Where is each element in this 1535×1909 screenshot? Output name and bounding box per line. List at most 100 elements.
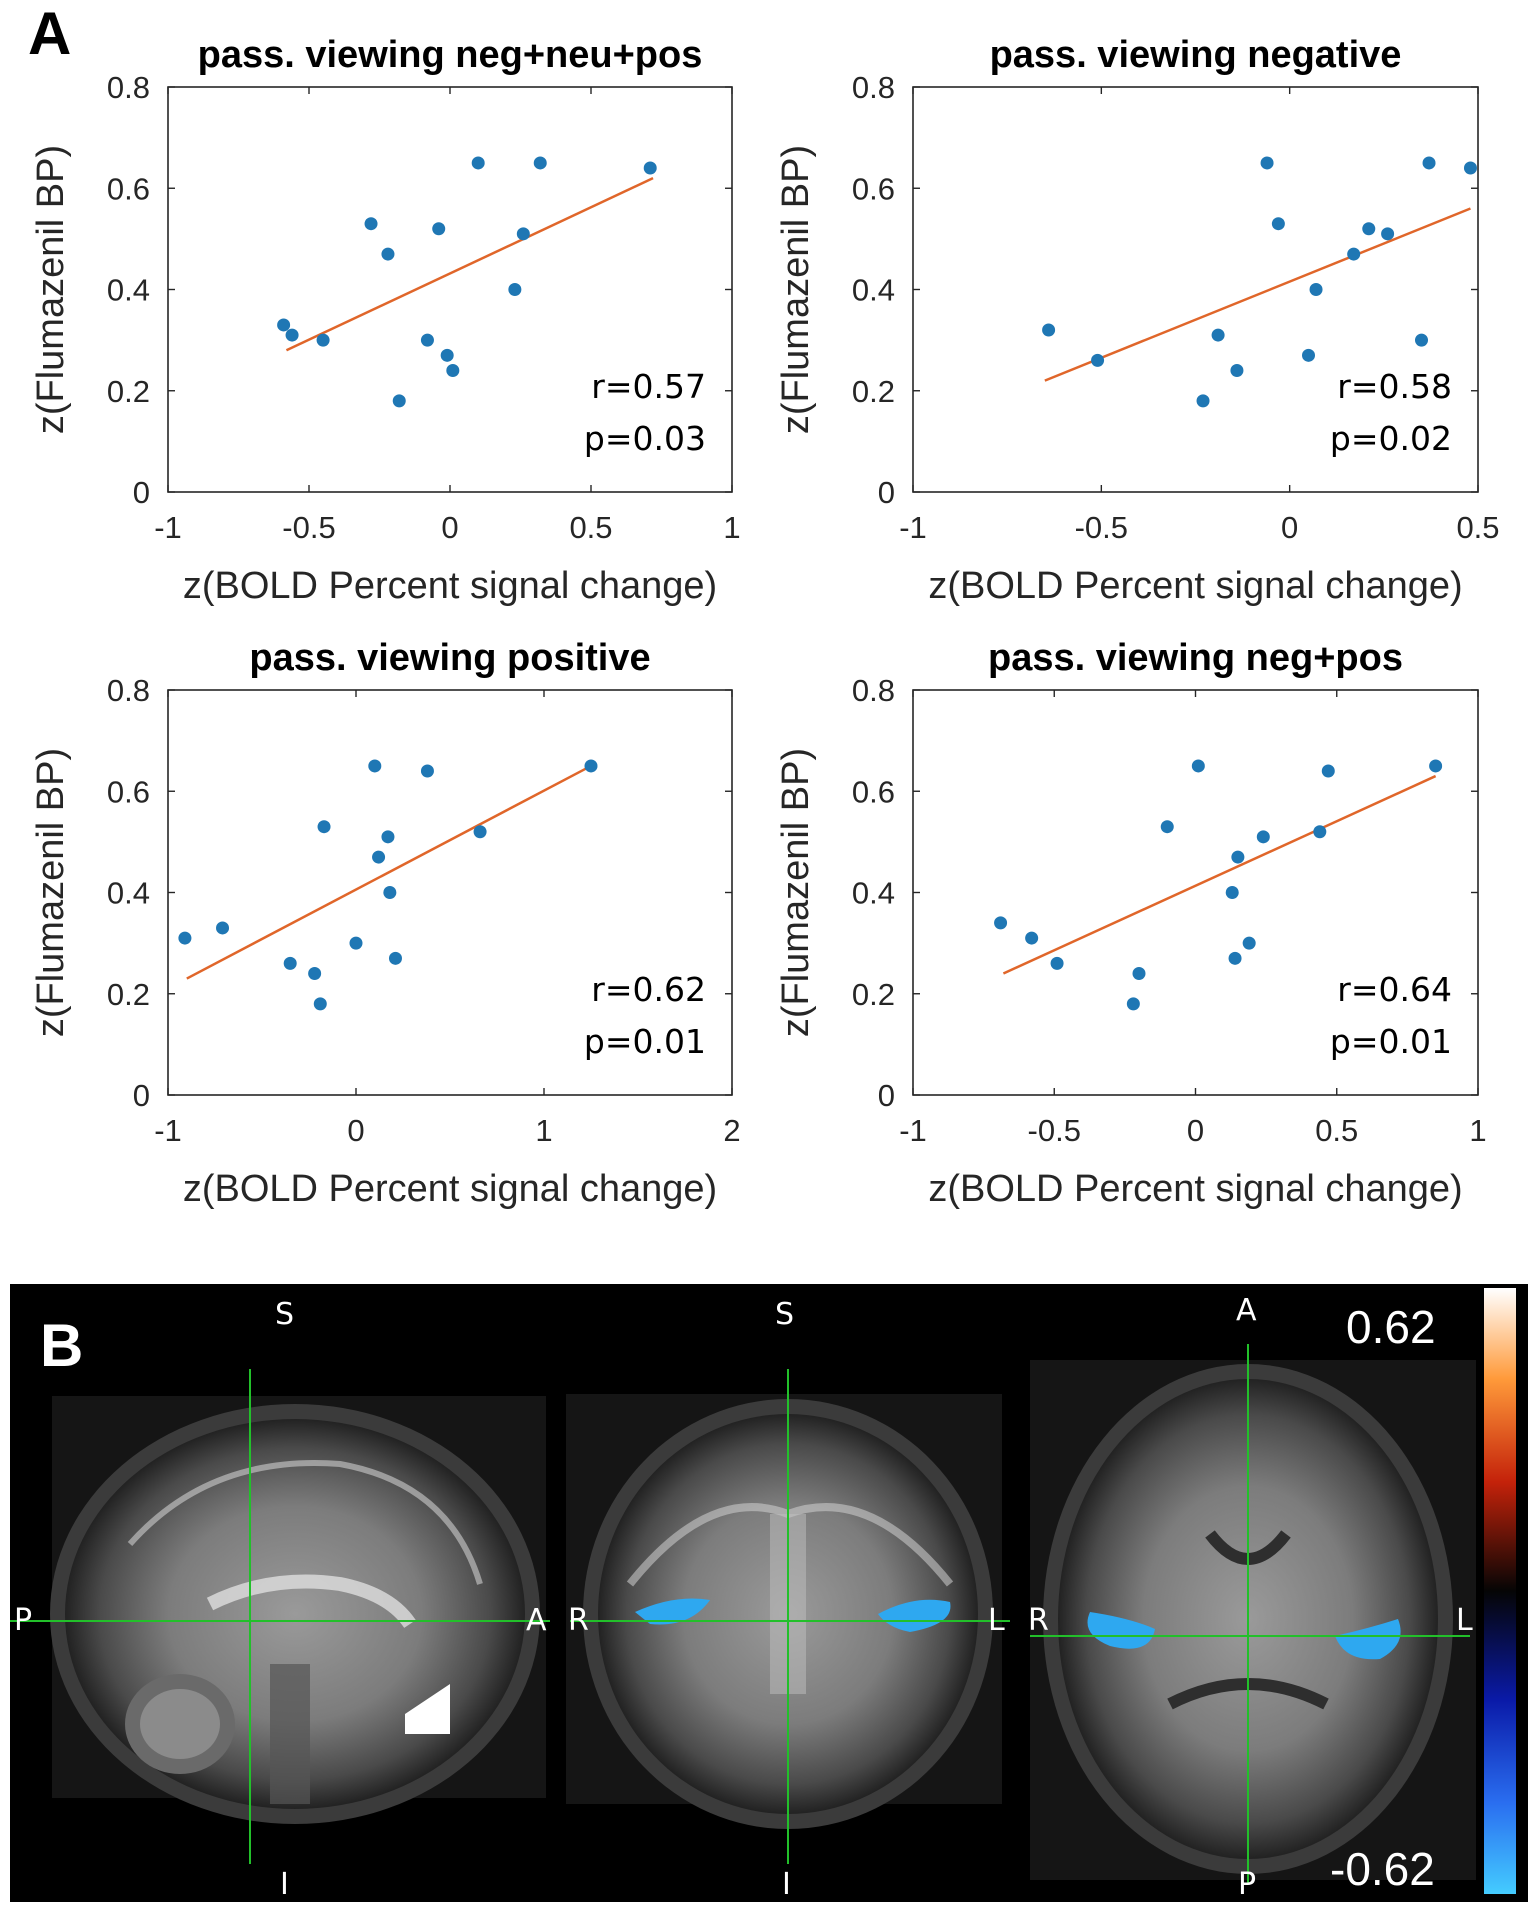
data-point [313, 997, 327, 1011]
data-point [1429, 759, 1443, 773]
x-tick-label: 1 [535, 1113, 552, 1148]
data-point [1313, 825, 1327, 839]
data-point [349, 936, 363, 950]
x-tick-label: 0.5 [1315, 1113, 1358, 1148]
plot-frame [167, 86, 733, 493]
plot-frame [912, 689, 1479, 1096]
data-point [1160, 820, 1174, 834]
x-tick-label: 2 [723, 1113, 740, 1148]
data-point [1381, 227, 1395, 241]
colorbar [1484, 1288, 1516, 1894]
y-tick-label: 0 [878, 475, 895, 510]
axial-highlight-left [1087, 1612, 1155, 1649]
y-tick-label: 0.6 [852, 171, 895, 206]
x-tick-label: -0.5 [1028, 1113, 1081, 1148]
data-point [178, 931, 192, 945]
y-tick-label: 0 [133, 475, 150, 510]
sagittal-top-label: S [275, 1297, 295, 1332]
regression-line [1044, 207, 1471, 382]
data-point [1260, 156, 1274, 170]
data-point [1362, 222, 1376, 236]
data-point [1321, 764, 1335, 778]
y-tick-label: 0.8 [107, 673, 150, 708]
y-tick-label: 0.4 [107, 876, 150, 911]
data-point [440, 348, 454, 362]
plot-frame [912, 86, 1479, 493]
y-tick-label: 0.6 [107, 774, 150, 809]
coronal-right-label: L [988, 1603, 1005, 1638]
data-point [1196, 394, 1210, 408]
coronal-view [566, 1369, 1010, 1864]
stat-p: p=0.01 [1330, 1022, 1452, 1061]
data-point [533, 156, 547, 170]
data-point [516, 227, 530, 241]
y-tick-label: 0.8 [107, 70, 150, 105]
data-point [381, 830, 395, 844]
y-tick-label: 0 [133, 1078, 150, 1113]
axial-highlight-right [1335, 1619, 1401, 1660]
axial-view [1030, 1344, 1476, 1884]
data-point [432, 222, 446, 236]
x-tick-label: 0 [1187, 1113, 1204, 1148]
x-tick-label: -1 [899, 510, 927, 545]
data-point [368, 759, 382, 773]
stat-p: p=0.02 [1330, 419, 1452, 458]
stat-p: p=0.03 [584, 419, 706, 458]
sagittal-bottom-label: I [280, 1867, 289, 1902]
axial-bottom-label: P [1238, 1867, 1257, 1902]
plot-frame [167, 689, 733, 1096]
y-tick-label: 0.8 [852, 673, 895, 708]
x-tick-label: 1 [1469, 1113, 1486, 1148]
data-point [508, 283, 522, 296]
y-tick-label: 0.6 [107, 171, 150, 206]
axial-left-label: R [1028, 1603, 1049, 1638]
x-tick-label: -1 [154, 510, 182, 545]
y-tick-label: 0.4 [852, 876, 895, 911]
data-point [1050, 956, 1064, 970]
panel-b-letter: B [40, 1312, 84, 1379]
data-point [1422, 156, 1436, 170]
regression-line [1002, 774, 1437, 975]
panel-a-charts: A -1 -0.5 0 0.5 1 0 0.2 0.4 0.6 0.8 pass. viewing … [28, 0, 1500, 1210]
chart-title: pass. viewing neg+pos [988, 637, 1403, 679]
sagittal-left-label: P [14, 1603, 33, 1638]
data-point [1091, 353, 1105, 367]
coronal-left-label: R [568, 1603, 589, 1638]
data-point [1242, 936, 1256, 950]
data-point [994, 916, 1008, 930]
y-axis-label: z(Flumazenil BP) [775, 748, 817, 1037]
data-point [1309, 283, 1323, 296]
data-point [381, 247, 395, 261]
data-point [216, 921, 230, 935]
x-tick-label: 1 [723, 510, 740, 545]
data-point [1230, 364, 1244, 377]
sagittal-view [10, 1369, 550, 1864]
data-point [317, 820, 331, 834]
y-tick-label: 0.6 [852, 774, 895, 809]
x-axis-label: z(BOLD Percent signal change) [183, 1168, 717, 1210]
data-point [383, 886, 397, 899]
x-tick-label: 0.5 [569, 510, 612, 545]
data-point [473, 825, 487, 839]
panel-a-letter: A [28, 0, 71, 67]
x-tick-label: 0 [1281, 510, 1298, 545]
scatter-chart-2: -1 -0.5 0 0.5 0 0.2 0.4 0.6 0.8 pass. viewing neg… [775, 34, 1500, 607]
data-point [471, 156, 485, 170]
stat-r: r=0.58 [1337, 367, 1452, 406]
y-axis-label: z(Flumazenil BP) [30, 145, 72, 434]
data-point [420, 333, 434, 347]
data-point [277, 318, 291, 332]
regression-line [186, 764, 592, 980]
data-point [1042, 323, 1056, 337]
data-point [1347, 247, 1361, 261]
data-point [1256, 830, 1270, 844]
data-point [283, 956, 297, 970]
data-point [1302, 348, 1315, 362]
x-tick-label: -0.5 [282, 510, 335, 545]
data-point [420, 764, 434, 778]
data-point [1225, 886, 1239, 899]
data-point [1228, 951, 1242, 965]
data-point [388, 951, 402, 965]
chart-title: pass. viewing negative [990, 34, 1402, 76]
x-tick-label: 0.5 [1456, 510, 1499, 545]
